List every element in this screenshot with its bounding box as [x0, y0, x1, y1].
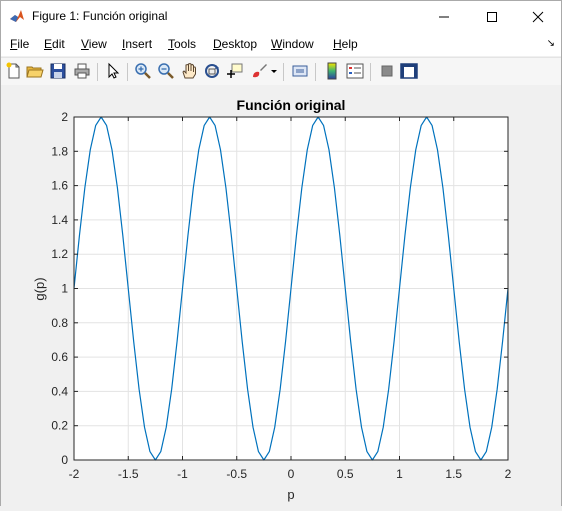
figure-toolbar [1, 57, 561, 86]
menu-tools[interactable]: Tools [168, 37, 197, 51]
zoom-in-icon[interactable] [134, 62, 152, 80]
y-tick-label: 1.8 [51, 144, 68, 158]
toolbar-separator [97, 63, 98, 81]
x-tick-labels: -2 -1.5 -1 -0.5 0 0.5 1 1.5 2 [69, 467, 512, 481]
y-axis-label: g(p) [32, 277, 47, 300]
menu-desktop[interactable]: Desktop [213, 37, 258, 51]
minimize-icon [439, 16, 449, 17]
menu-insert[interactable]: Insert [122, 37, 153, 51]
x-tick-label: -1.5 [118, 467, 139, 481]
show-plot-tools-icon[interactable] [400, 62, 418, 80]
matlab-logo-icon [9, 8, 25, 24]
y-tick-label: 2 [61, 110, 68, 124]
brush-dropdown-icon[interactable] [269, 62, 279, 80]
y-tick-label: 0.8 [51, 316, 68, 330]
data-cursor-icon[interactable] [226, 62, 244, 80]
y-tick-label: 0.6 [51, 350, 68, 364]
x-tick-label: 0 [288, 467, 295, 481]
y-tick-labels: 0 0.2 0.4 0.6 0.8 1 1.2 1.4 1.6 1.8 2 [51, 110, 68, 467]
menu-window[interactable]: Window [271, 37, 314, 51]
maximize-icon [487, 11, 497, 22]
print-icon[interactable] [73, 62, 91, 80]
save-icon[interactable] [49, 62, 67, 80]
y-tick-label: 1.2 [51, 247, 68, 261]
menu-edit[interactable]: Edit [44, 37, 65, 51]
series-line [73, 116, 509, 461]
zoom-out-icon[interactable] [157, 62, 175, 80]
x-tick-label: 2 [505, 467, 512, 481]
link-plot-icon[interactable] [291, 62, 309, 80]
series-layer [73, 116, 509, 461]
close-button[interactable] [515, 1, 561, 32]
x-axis-label: p [287, 487, 294, 502]
x-tick-label: -1 [177, 467, 188, 481]
insert-legend-icon[interactable] [346, 62, 364, 80]
menu-help[interactable]: Help [333, 37, 358, 51]
x-tick-label: 0.5 [337, 467, 354, 481]
menu-file[interactable]: File [10, 37, 30, 51]
hide-plot-tools-icon[interactable] [378, 62, 396, 80]
ticks [73, 116, 509, 461]
brush-icon[interactable] [250, 62, 268, 80]
figure-canvas[interactable]: Función original -2 -1.5 -1 -0.5 0 0.5 1 1.5 2 0… [1, 85, 561, 506]
maximize-button[interactable] [469, 1, 515, 32]
chart-title: Función original [237, 97, 346, 113]
rotate-3d-icon[interactable] [203, 62, 221, 80]
menu-view[interactable]: View [81, 37, 107, 51]
y-tick-label: 1 [61, 282, 68, 296]
close-icon [532, 11, 544, 22]
toolbar-separator [370, 63, 371, 81]
pointer-icon[interactable] [104, 62, 122, 80]
toolbar-separator [283, 63, 284, 81]
insert-colorbar-icon[interactable] [323, 62, 341, 80]
new-figure-icon[interactable] [5, 62, 23, 80]
minimize-button[interactable] [421, 1, 467, 32]
y-tick-label: 0 [61, 453, 68, 467]
dock-arrow-icon[interactable]: ↘ [546, 38, 555, 49]
open-file-icon[interactable] [26, 62, 44, 80]
x-tick-label: 1.5 [445, 467, 462, 481]
y-tick-label: 1.4 [51, 213, 68, 227]
toolbar-separator [315, 63, 316, 81]
toolbar-separator [127, 63, 128, 81]
x-tick-label: 1 [396, 467, 403, 481]
window-title: Figure 1: Función original [32, 9, 168, 23]
pan-icon[interactable] [180, 62, 198, 80]
y-tick-label: 0.2 [51, 419, 68, 433]
y-tick-label: 1.6 [51, 179, 68, 193]
y-tick-label: 0.4 [51, 384, 68, 398]
title-bar[interactable]: Figure 1: Función original [1, 1, 561, 32]
menu-bar: File Edit View Insert Tools Desktop Wind… [1, 32, 561, 56]
plot-area[interactable]: Función original -2 -1.5 -1 -0.5 0 0.5 1 1.5 2 0… [1, 85, 561, 506]
x-tick-label: -2 [69, 467, 80, 481]
x-tick-label: -0.5 [226, 467, 247, 481]
